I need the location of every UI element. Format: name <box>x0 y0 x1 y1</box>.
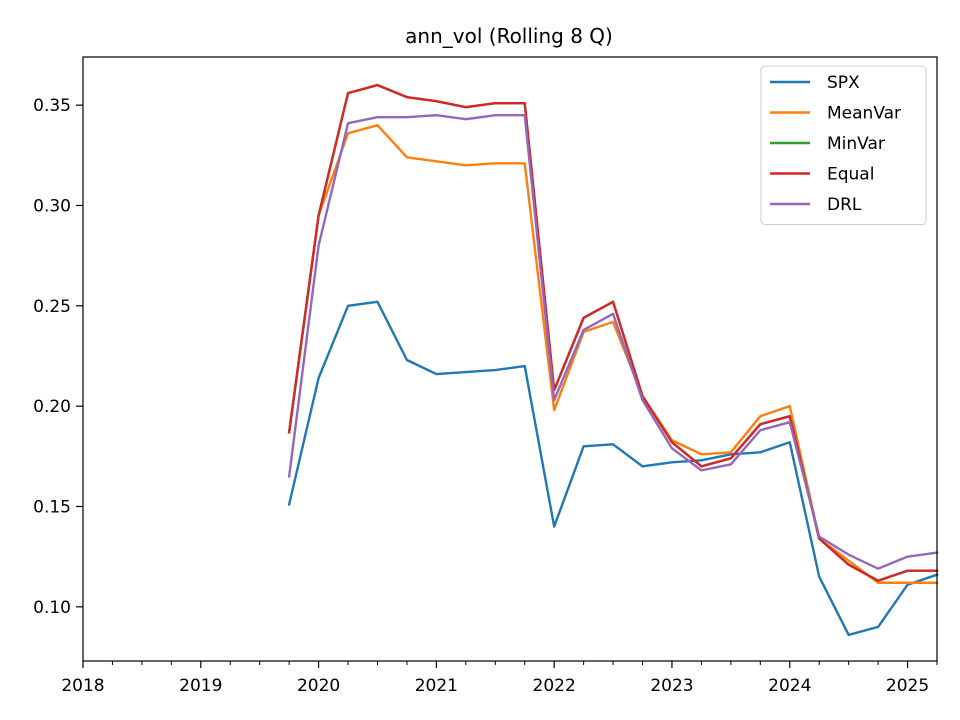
legend-label-drl: DRL <box>827 195 862 215</box>
legend-label-meanvar: MeanVar <box>827 104 901 124</box>
legend: SPX MeanVar MinVar Equal DRL <box>760 65 927 225</box>
x-tick-label: 2025 <box>886 676 929 696</box>
y-tick-label: 0.35 <box>33 96 71 116</box>
x-axis: 2018 2019 2020 2021 2022 2023 2024 2025 <box>61 661 938 696</box>
x-tick-label: 2022 <box>533 676 576 696</box>
legend-label-equal: Equal <box>827 165 874 185</box>
chart-title: ann_vol (Rolling 8 Q) <box>405 24 613 48</box>
x-tick-label: 2019 <box>179 676 222 696</box>
x-tick-label: 2018 <box>61 676 104 696</box>
y-tick-label: 0.20 <box>33 397 71 417</box>
y-tick-label: 0.15 <box>33 497 71 517</box>
y-axis: 0.10 0.15 0.20 0.25 0.30 0.35 <box>33 96 83 618</box>
x-tick-label: 2023 <box>650 676 693 696</box>
series-line-spx <box>287 300 939 637</box>
plot-area <box>287 83 939 637</box>
series-line-equal <box>287 83 939 582</box>
x-tick-label: 2021 <box>415 676 458 696</box>
x-tick-label: 2024 <box>768 676 811 696</box>
legend-label-spx: SPX <box>827 73 860 93</box>
y-tick-label: 0.25 <box>33 297 71 317</box>
x-tick-label: 2020 <box>297 676 340 696</box>
legend-box <box>760 65 927 225</box>
y-tick-label: 0.10 <box>33 598 71 618</box>
series-line-drl <box>287 113 939 570</box>
y-tick-label: 0.30 <box>33 196 71 216</box>
legend-label-minvar: MinVar <box>827 134 885 154</box>
plot-frame <box>82 56 938 662</box>
